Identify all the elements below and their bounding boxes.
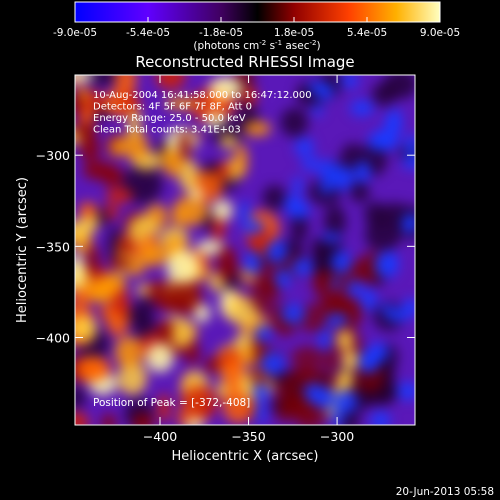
annotation-line: 10-Aug-2004 16:41:58.000 to 16:47:12.000: [93, 90, 312, 101]
colorbar-tick-label: -9.0e-05: [53, 27, 97, 39]
y-axis: −300 −350 −400: [36, 148, 415, 346]
y-tick-label: −350: [36, 239, 70, 254]
annotation-line: Energy Range: 25.0 - 50.0 keV: [93, 113, 246, 124]
annotation-line: Clean Total counts: 3.41E+03: [93, 125, 241, 136]
y-tick-label: −300: [36, 148, 70, 163]
plot-frame: [74, 74, 416, 426]
footer-date: 20-Jun-2013 05:58: [396, 486, 494, 498]
colorbar-tick-label: -1.8e-05: [199, 27, 243, 39]
y-tick-label: −400: [36, 331, 70, 346]
x-tick-label: −300: [320, 429, 354, 444]
annotation-line: Detectors: 4F 5F 6F 7F 8F, Att 0: [93, 102, 252, 113]
y-axis-label: Heliocentric Y (arcsec): [15, 177, 30, 323]
chart-title: Reconstructed RHESSI Image: [135, 53, 354, 71]
colorbar-bar: [74, 1, 441, 23]
x-tick-label: −400: [143, 429, 177, 444]
colorbar-tick-label: 9.0e-05: [420, 27, 460, 39]
peak-position-label: Position of Peak = [-372,-408]: [93, 397, 250, 409]
annotations: 10-Aug-2004 16:41:58.000 to 16:47:12.000…: [93, 90, 312, 136]
colorbar: -9.0e-05 -5.4e-05 -1.8e-05 1.8e-05 5.4e-05 9.…: [53, 1, 460, 52]
colorbar-tick-label: -5.4e-05: [126, 27, 170, 39]
colorbar-units: (photons cm-2 s-1 asec-2): [193, 39, 320, 52]
x-axis: −400 −350 −300: [143, 75, 354, 444]
colorbar-tick-label: 1.8e-05: [274, 27, 314, 39]
x-tick-label: −350: [231, 429, 265, 444]
x-axis-label: Heliocentric X (arcsec): [172, 449, 319, 464]
heatmap-image: [75, 75, 415, 425]
colorbar-tick-label: 5.4e-05: [347, 27, 387, 39]
colorbar-ticks: -9.0e-05 -5.4e-05 -1.8e-05 1.8e-05 5.4e-05 9.…: [53, 17, 460, 39]
